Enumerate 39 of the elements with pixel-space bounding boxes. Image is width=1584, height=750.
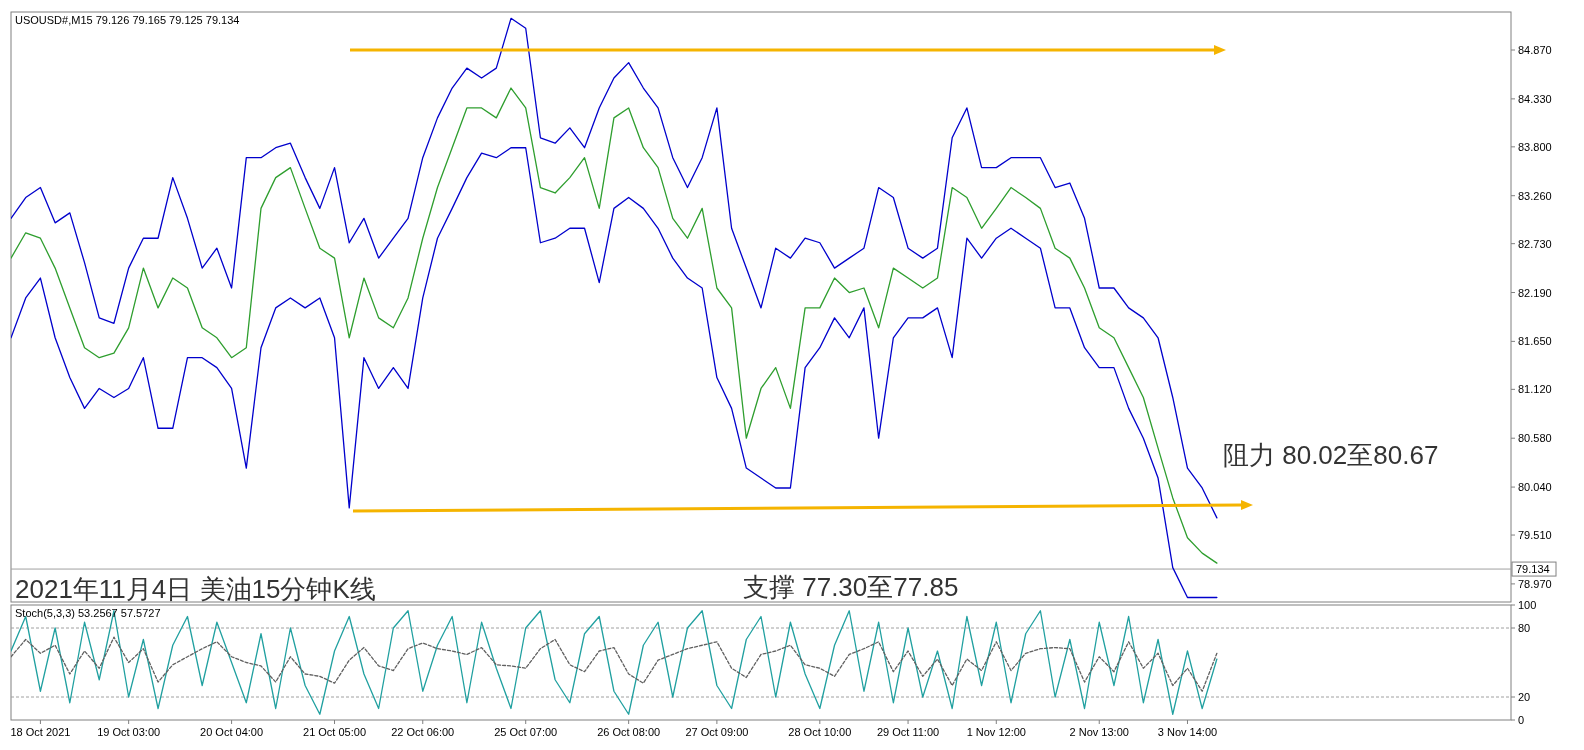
y-tick-label: 79.510 [1518,529,1552,542]
line-series [11,636,1218,692]
y-tick-label: 20 [1518,691,1531,703]
annotation: 阻力 80.02至80.67 [1223,439,1439,470]
chart-title: USOUSD#,M15 79.126 79.165 79.125 79.134 [15,14,240,26]
x-tick-label: 19 Oct 03:00 [97,726,161,738]
x-tick-label: 20 Oct 04:00 [200,726,264,738]
x-tick-label: 1 Nov 12:00 [966,726,1026,738]
annotation: 支撑 77.30至77.85 [743,572,959,602]
x-tick-label: 27 Oct 09:00 [685,726,749,738]
annotation: 2021年11月4日 美油15分钟K线 [15,574,376,604]
x-tick-label: 25 Oct 07:00 [494,726,558,738]
y-tick-label: 84.870 [1518,44,1552,57]
chart-title: Stoch(5,3,3) 53.2567 57.5727 [15,607,161,619]
y-tick-label: 82.730 [1518,237,1552,250]
line-series [11,87,1218,564]
y-tick-label: 81.650 [1518,335,1552,348]
x-tick-label: 2 Nov 13:00 [1069,726,1129,738]
y-tick-label: 80 [1518,622,1531,634]
line-series [11,17,1218,519]
y-tick-label: 0 [1518,714,1525,726]
y-tick-label: 83.800 [1518,140,1552,153]
y-tick-label: 84.330 [1518,92,1552,105]
ref-line-label: 79.134 [1516,563,1550,576]
y-tick-label: 83.260 [1518,189,1552,202]
x-tick-label: 18 Oct 2021 [10,726,71,738]
x-tick-label: 21 Oct 05:00 [303,726,367,738]
x-tick-label: 29 Oct 11:00 [876,726,940,738]
y-tick-label: 81.120 [1518,383,1552,396]
y-tick-label: 80.040 [1518,481,1552,494]
y-tick-label: 100 [1518,599,1537,611]
x-tick-label: 22 Oct 06:00 [391,726,455,738]
y-tick-label: 78.970 [1518,577,1552,590]
y-tick-label: 82.190 [1518,286,1552,299]
x-tick-label: 3 Nov 14:00 [1157,726,1218,738]
x-tick-label: 28 Oct 10:00 [788,726,852,738]
y-tick-label: 80.580 [1518,432,1552,445]
line-series [11,610,1218,715]
x-tick-label: 26 Oct 08:00 [597,726,661,738]
